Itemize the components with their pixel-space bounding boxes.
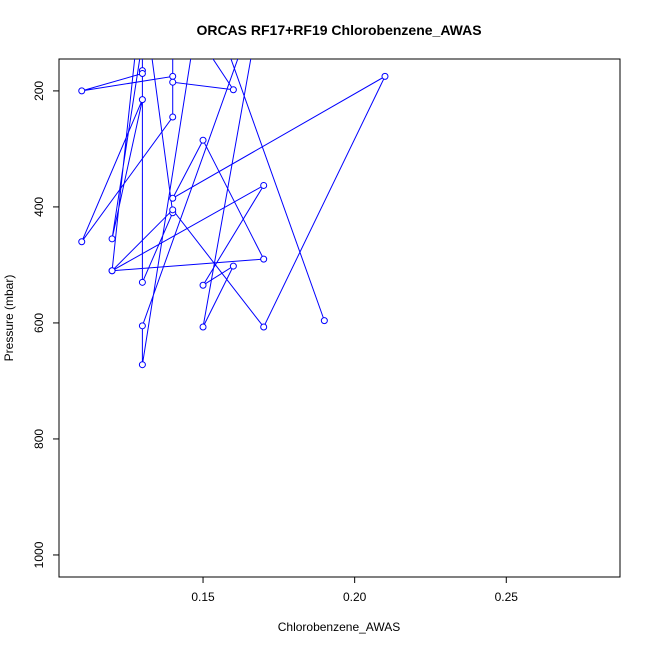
data-point <box>229 262 237 270</box>
y-tick-label: 600 <box>32 313 46 333</box>
x-axis-label: Chlorobenzene_AWAS <box>278 620 401 634</box>
y-tick-label: 1000 <box>32 541 46 568</box>
data-point <box>169 194 177 202</box>
data-point <box>138 361 146 369</box>
data-point <box>169 206 177 214</box>
data-point <box>229 86 237 94</box>
x-tick-label: 0.20 <box>343 590 367 604</box>
data-point <box>139 18 145 24</box>
series-line <box>81 59 387 365</box>
y-tick-label: 400 <box>32 197 46 217</box>
x-tick-label: 0.25 <box>495 590 519 604</box>
y-tick-label: 800 <box>32 429 46 449</box>
data-point <box>78 87 86 95</box>
data-point <box>138 322 146 330</box>
data-point <box>170 0 176 1</box>
y-axis-label: Pressure (mbar) <box>2 275 16 362</box>
data-point <box>138 278 146 286</box>
y-tick-label: 200 <box>32 81 46 101</box>
data-point <box>108 235 116 243</box>
x-tick-label: 0.15 <box>191 590 215 604</box>
data-point <box>381 72 389 80</box>
data-point <box>169 72 177 80</box>
plot-area <box>78 0 389 369</box>
data-point <box>260 255 268 263</box>
data-point <box>78 238 86 246</box>
data-point <box>199 281 207 289</box>
data-point <box>199 136 207 144</box>
x-axis: 0.15 0.20 0.25 <box>191 576 519 604</box>
data-point <box>138 96 146 104</box>
data-point <box>320 317 328 325</box>
chart-title: ORCAS RF17+RF19 Chlorobenzene_AWAS <box>196 22 481 38</box>
data-point <box>199 323 207 331</box>
data-point <box>169 113 177 121</box>
plot-frame <box>58 58 621 578</box>
data-point <box>169 78 177 86</box>
data-point <box>108 267 116 275</box>
y-axis: 200 400 600 800 1000 <box>32 81 60 568</box>
data-point <box>138 70 146 78</box>
data-point <box>139 39 145 45</box>
data-point <box>260 181 268 189</box>
data-point <box>260 323 268 331</box>
